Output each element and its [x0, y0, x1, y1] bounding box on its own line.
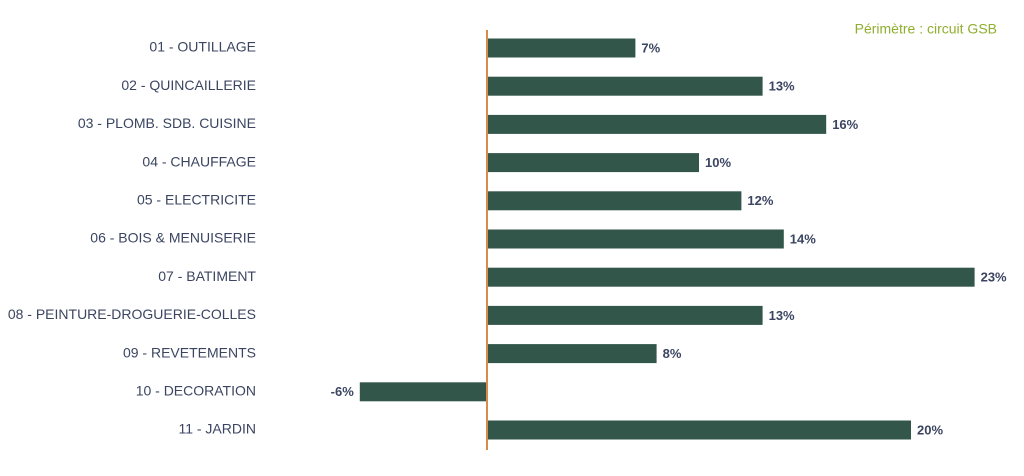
bar — [487, 76, 763, 96]
category-label: 08 - PEINTURE-DROGUERIE-COLLES — [8, 306, 256, 322]
bar — [487, 420, 911, 440]
bar — [487, 114, 827, 134]
value-label: 13% — [769, 308, 795, 323]
category-label: 02 - QUINCAILLERIE — [121, 77, 256, 93]
value-label: 20% — [917, 422, 943, 437]
category-label: 04 - CHAUFFAGE — [142, 153, 256, 169]
category-label: 10 - DECORATION — [136, 383, 256, 399]
value-label: 12% — [747, 193, 773, 208]
bar — [487, 191, 742, 211]
category-label: 05 - ELECTRICITE — [137, 192, 256, 208]
bar — [359, 382, 487, 402]
category-label: 06 - BOIS & MENUISERIE — [90, 230, 256, 246]
bar — [487, 38, 636, 58]
category-label: 07 - BATIMENT — [158, 268, 256, 284]
category-label: 01 - OUTILLAGE — [149, 39, 256, 55]
bar — [487, 344, 657, 364]
bar — [487, 229, 784, 249]
value-label: 8% — [663, 346, 682, 361]
value-label: 10% — [705, 155, 731, 170]
value-label: 16% — [832, 117, 858, 132]
category-label: 11 - JARDIN — [178, 421, 256, 437]
category-label: 09 - REVETEMENTS — [123, 344, 256, 360]
category-label: 03 - PLOMB. SDB. CUISINE — [78, 115, 256, 131]
value-label: 14% — [790, 231, 816, 246]
bar — [487, 267, 975, 287]
value-label: 7% — [641, 40, 660, 55]
bar — [487, 153, 699, 173]
value-label: 23% — [981, 270, 1007, 285]
bar — [487, 305, 763, 325]
value-label: 13% — [769, 79, 795, 94]
value-label: -6% — [331, 384, 355, 399]
annotation: Périmètre : circuit GSB — [855, 21, 997, 37]
